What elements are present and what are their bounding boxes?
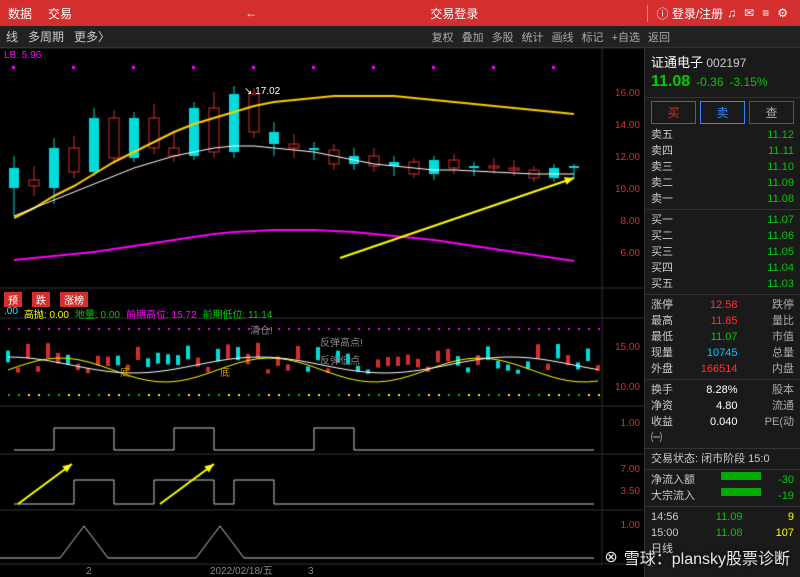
indicator-value: 地量: 0.00: [75, 306, 120, 321]
subbar-multiperiod[interactable]: 多周期: [28, 28, 64, 45]
quote-row: 买二11.06: [651, 228, 794, 244]
quote-row: 15:0011.08107: [651, 525, 794, 541]
tab-data[interactable]: 数据: [8, 5, 32, 22]
subbar-tool-5[interactable]: 标记: [582, 29, 604, 45]
indicator-value: 高抛: 0.00: [24, 306, 69, 321]
back-icon[interactable]: ←: [245, 6, 257, 20]
xueqiu-icon: ⊗: [604, 547, 617, 567]
indicator-tag: 跌: [32, 292, 50, 307]
quote-row: 买五11.03: [651, 276, 794, 292]
subbar-tool-2[interactable]: 多股: [492, 29, 514, 45]
indicator-tag: 预: [4, 292, 22, 307]
mail-icon[interactable]: ✉: [744, 6, 754, 20]
quote-row: 卖四11.11: [651, 143, 794, 159]
chart-label: 清仓!: [250, 322, 273, 337]
quote-row: 买一11.07: [651, 212, 794, 228]
quote-row: 大宗流入-19: [651, 488, 794, 504]
quote-row: 买三11.05: [651, 244, 794, 260]
y-axis-label: 16.00: [615, 88, 640, 99]
quote-row: 收益㈠0.040PE(动: [651, 414, 794, 446]
quote-row: 净资4.80流通: [651, 398, 794, 414]
gear-icon[interactable]: ⚙: [777, 6, 788, 20]
quote-row: 现量10745总量: [651, 345, 794, 361]
action-买[interactable]: 买: [651, 101, 696, 124]
price-annotation: ↘ 17.02: [244, 86, 280, 97]
quote-row: 最低11.07市值: [651, 329, 794, 345]
chart-label: 反弹低点: [320, 352, 360, 367]
indicator-value: 前期高位: 15.72: [126, 306, 197, 321]
top-bar: 数据 交易 ← 交易登录 ⓘ 登录/注册 ♫ ✉ ≡ ⚙: [0, 0, 800, 26]
date-label: 2: [86, 566, 92, 577]
stock-code: 002197: [706, 56, 746, 70]
quote-row: 净流入额-30: [651, 472, 794, 488]
chart-label: 反弹高点!: [320, 334, 363, 349]
chart-area[interactable]: LB: 5.96 16.00 14.00 12.00 10.00 8.00 6.00 预跌…: [0, 48, 644, 577]
action-卖[interactable]: 卖: [700, 101, 745, 124]
price-pct: -3.15%: [730, 75, 768, 89]
indicator-value: 前期低位: 11.14: [203, 306, 273, 321]
y-axis-label: 10.00: [615, 184, 640, 195]
y-axis-label: 12.00: [615, 152, 640, 163]
sub-toolbar: 线 多周期 更多〉 复权叠加多股统计画线标记 +自选返回: [0, 26, 800, 48]
stock-name: 证通电子: [651, 55, 703, 70]
lb-label: LB: 5.96: [4, 50, 41, 61]
date-label: 3: [308, 566, 314, 577]
y-axis-label: 1.00: [621, 520, 640, 531]
quote-row: 14:5611.099: [651, 509, 794, 525]
y-axis-label: 14.00: [615, 120, 640, 131]
quote-row: 换手8.28%股本: [651, 382, 794, 398]
watermark: ⊗ 雪球：plansky股票诊断: [604, 545, 790, 569]
subbar-tool-1[interactable]: 叠加: [462, 29, 484, 45]
trade-status: 交易状态: 闭市阶段 15:0: [651, 451, 770, 467]
price-change: -0.36: [696, 75, 723, 89]
subbar-more[interactable]: 更多〉: [74, 28, 110, 45]
side-panel: 证通电子 002197 11.08 -0.36 -3.15% 买卖查 卖五11.…: [644, 48, 800, 577]
user-icon: ⓘ: [656, 7, 668, 21]
subbar-tool-0[interactable]: 复权: [432, 29, 454, 45]
date-label: 2022/02/18/五: [210, 562, 273, 577]
indicator-value: .00: [4, 306, 18, 321]
quote-row: 卖三11.10: [651, 159, 794, 175]
quote-row: 卖一11.08: [651, 191, 794, 207]
subbar-tool-7[interactable]: 返回: [648, 29, 670, 45]
quote-row: 卖五11.12: [651, 127, 794, 143]
chart-label: 底: [220, 364, 230, 379]
subbar-tool-4[interactable]: 画线: [552, 29, 574, 45]
indicator-tag: 涨榜: [60, 292, 88, 307]
quote-row: 最高11.85量比: [651, 313, 794, 329]
menu-icon[interactable]: ≡: [762, 6, 769, 20]
y-axis-label: 10.00: [615, 382, 640, 393]
chart-label: 底: [120, 364, 130, 379]
y-axis-label: 15.00: [615, 342, 640, 353]
y-axis-label: 3.50: [621, 486, 640, 497]
quote-row: 涨停12.58跌停: [651, 297, 794, 313]
quote-row: 卖二11.09: [651, 175, 794, 191]
current-price: 11.08: [651, 73, 690, 91]
trade-login-button[interactable]: 交易登录: [430, 5, 478, 22]
quote-row: 买四11.04: [651, 260, 794, 276]
quote-row: 外盘166514内盘: [651, 361, 794, 377]
subbar-kline[interactable]: 线: [6, 28, 18, 45]
subbar-tool-3[interactable]: 统计: [522, 29, 544, 45]
y-axis-label: 7.00: [621, 464, 640, 475]
y-axis-label: 1.00: [621, 418, 640, 429]
headset-icon[interactable]: ♫: [727, 6, 736, 20]
y-axis-label: 6.00: [621, 248, 640, 259]
tab-trade[interactable]: 交易: [48, 5, 72, 22]
subbar-tool-6[interactable]: +自选: [612, 29, 640, 45]
login-register-button[interactable]: ⓘ 登录/注册: [647, 5, 723, 22]
y-axis-label: 8.00: [621, 216, 640, 227]
action-查[interactable]: 查: [749, 101, 794, 124]
